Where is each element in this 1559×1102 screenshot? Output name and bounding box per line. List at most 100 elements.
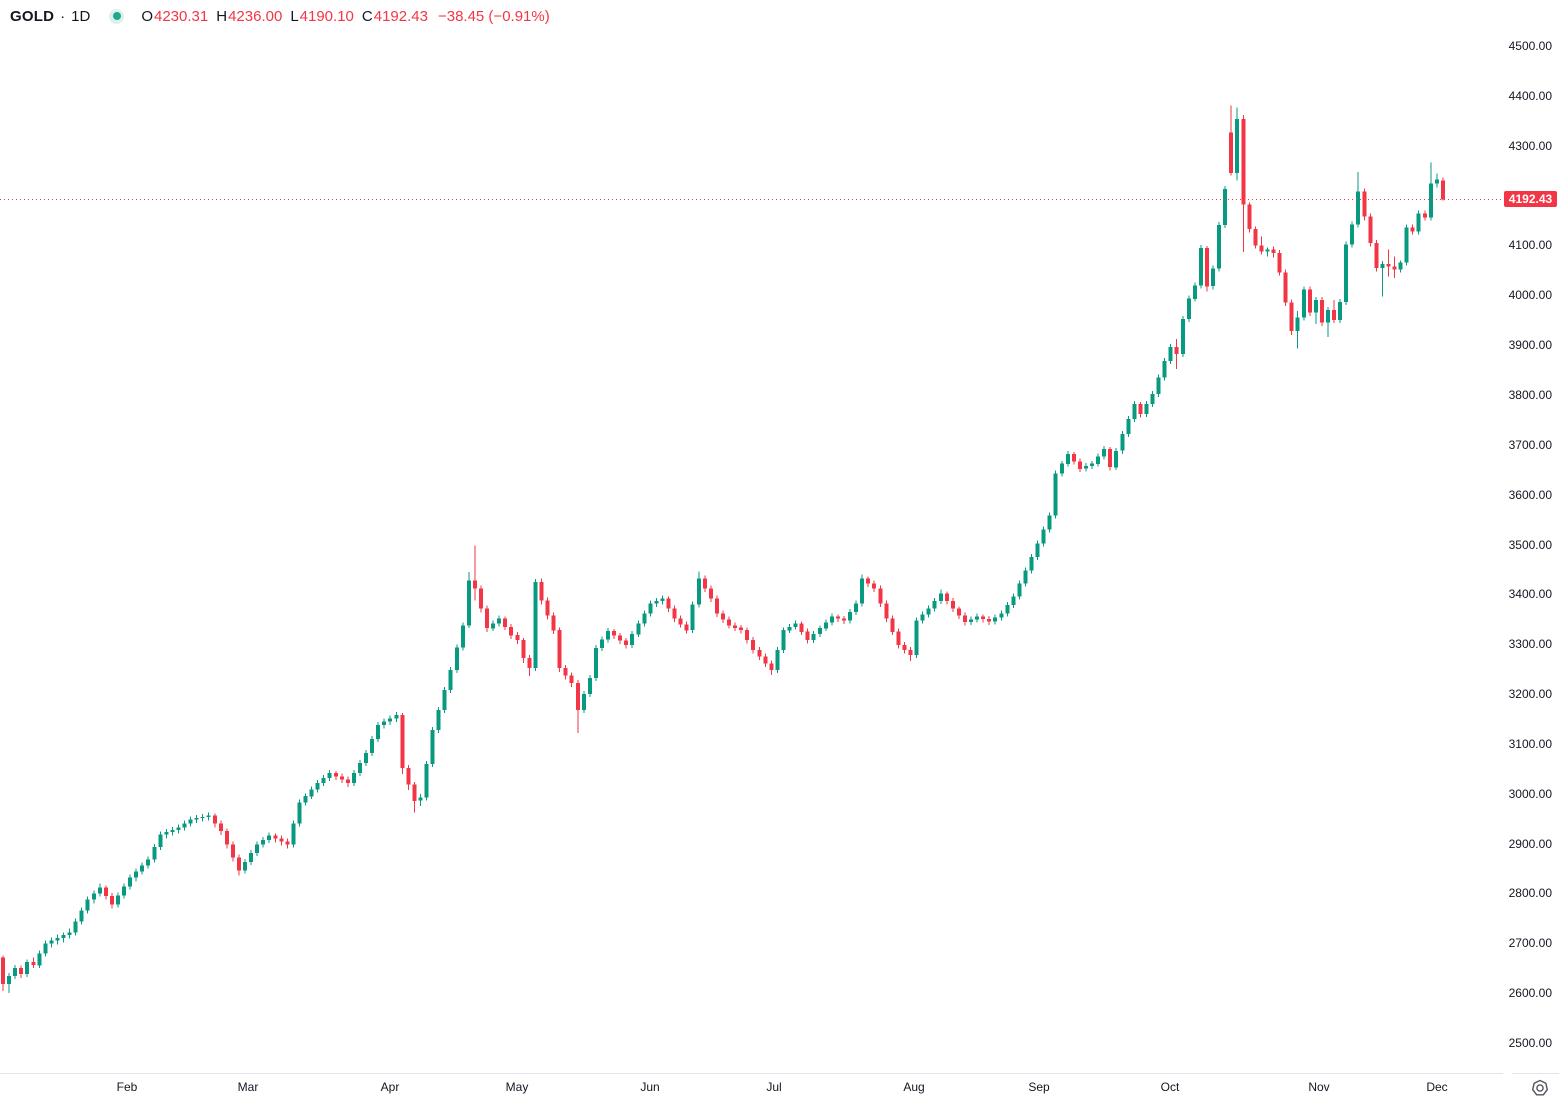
candle — [866, 576, 871, 587]
candle — [708, 585, 713, 602]
candle — [551, 612, 556, 635]
candle — [1410, 224, 1415, 235]
candle — [424, 760, 429, 801]
candle — [1096, 453, 1100, 467]
price-axis-label: 3900.00 — [1508, 338, 1552, 352]
candle — [188, 816, 193, 827]
candle — [787, 623, 792, 634]
candle — [394, 712, 399, 722]
candle — [751, 637, 756, 654]
price-axis-label: 2600.00 — [1508, 986, 1552, 1000]
candle — [630, 631, 635, 649]
candle — [521, 638, 526, 664]
candle — [297, 799, 302, 827]
candle — [962, 612, 967, 626]
candle — [448, 667, 453, 694]
time-axis-label: Jul — [766, 1080, 782, 1094]
candle — [914, 617, 919, 659]
candle — [727, 616, 731, 629]
price-axis-label: 3400.00 — [1508, 587, 1552, 601]
candle — [273, 833, 278, 843]
candle — [1035, 540, 1040, 560]
candle — [587, 675, 592, 697]
candle — [1084, 463, 1088, 472]
market-status-icon[interactable] — [109, 8, 125, 24]
candle — [109, 893, 114, 909]
candle — [1283, 269, 1288, 307]
candle — [31, 957, 36, 969]
candle — [1422, 210, 1427, 221]
candle — [1047, 512, 1052, 533]
price-axis-label: 3800.00 — [1508, 388, 1552, 402]
candle — [696, 571, 701, 608]
price-scale[interactable]: 2500.00 2600.00 2700.00 2800.00 2900.00 3000.… — [1502, 0, 1559, 1073]
candle — [1374, 239, 1379, 272]
candle — [103, 885, 108, 900]
candlestick-pane[interactable] — [0, 0, 1502, 1073]
candle — [1011, 593, 1016, 608]
time-axis-label: May — [505, 1080, 529, 1094]
candle — [388, 715, 393, 725]
market-open-dot — [112, 12, 121, 20]
time-axis-separator — [0, 1073, 1503, 1074]
price-axis-label: 2900.00 — [1508, 837, 1552, 851]
candle — [1338, 299, 1342, 324]
candle — [745, 627, 750, 644]
candle — [122, 883, 126, 899]
candle — [993, 614, 998, 625]
candlestick-chart — [1, 105, 1445, 994]
candle — [182, 820, 187, 831]
candle — [672, 605, 677, 622]
candle — [618, 633, 623, 645]
candle — [1059, 460, 1064, 477]
candle — [351, 769, 356, 786]
candle — [1434, 173, 1439, 188]
time-axis-label: Apr — [380, 1080, 400, 1094]
candle — [1132, 400, 1137, 422]
candle — [1344, 241, 1349, 306]
candle — [1307, 286, 1312, 317]
candle — [1253, 226, 1258, 249]
change-value: −38.45 (−0.91%) — [437, 7, 550, 25]
candle — [1229, 105, 1234, 176]
candle — [309, 786, 314, 800]
candle — [835, 614, 840, 622]
candle — [1235, 107, 1240, 181]
candle — [67, 928, 72, 939]
legend-separator: · — [60, 7, 66, 25]
candle — [315, 779, 320, 793]
candle — [1440, 177, 1445, 201]
time-axis-label: Sep — [1028, 1080, 1050, 1094]
candle — [1114, 447, 1119, 471]
candle — [763, 653, 768, 668]
candle — [829, 613, 834, 626]
interval-label[interactable]: 1D — [71, 7, 91, 25]
candle — [1126, 415, 1131, 437]
candle — [376, 722, 381, 742]
candle — [1192, 282, 1197, 302]
candle — [436, 707, 441, 733]
candle — [581, 691, 586, 713]
price-axis-label: 4000.00 — [1508, 288, 1552, 302]
candle — [1404, 224, 1409, 266]
candle — [1071, 451, 1076, 465]
candle — [1265, 247, 1270, 257]
candle — [412, 781, 417, 813]
candle — [624, 638, 629, 649]
symbol-name[interactable]: GOLD — [10, 7, 55, 25]
candle — [1, 955, 5, 992]
time-scale[interactable]: Feb Mar Apr May Jun Jul Aug Sep Oct Nov Dec — [0, 1073, 1559, 1102]
candle — [472, 545, 477, 601]
candle — [1138, 401, 1143, 418]
price-axis-label: 4100.00 — [1508, 238, 1552, 252]
candle — [200, 814, 205, 822]
gear-icon[interactable] — [1528, 1076, 1552, 1100]
candle — [37, 950, 42, 969]
candle — [382, 718, 387, 729]
candle — [926, 605, 931, 618]
candle — [805, 628, 810, 644]
candle — [944, 591, 949, 605]
candle — [1386, 249, 1391, 277]
price-axis-label: 4500.00 — [1508, 39, 1552, 53]
price-axis-label: 2500.00 — [1508, 1036, 1552, 1050]
